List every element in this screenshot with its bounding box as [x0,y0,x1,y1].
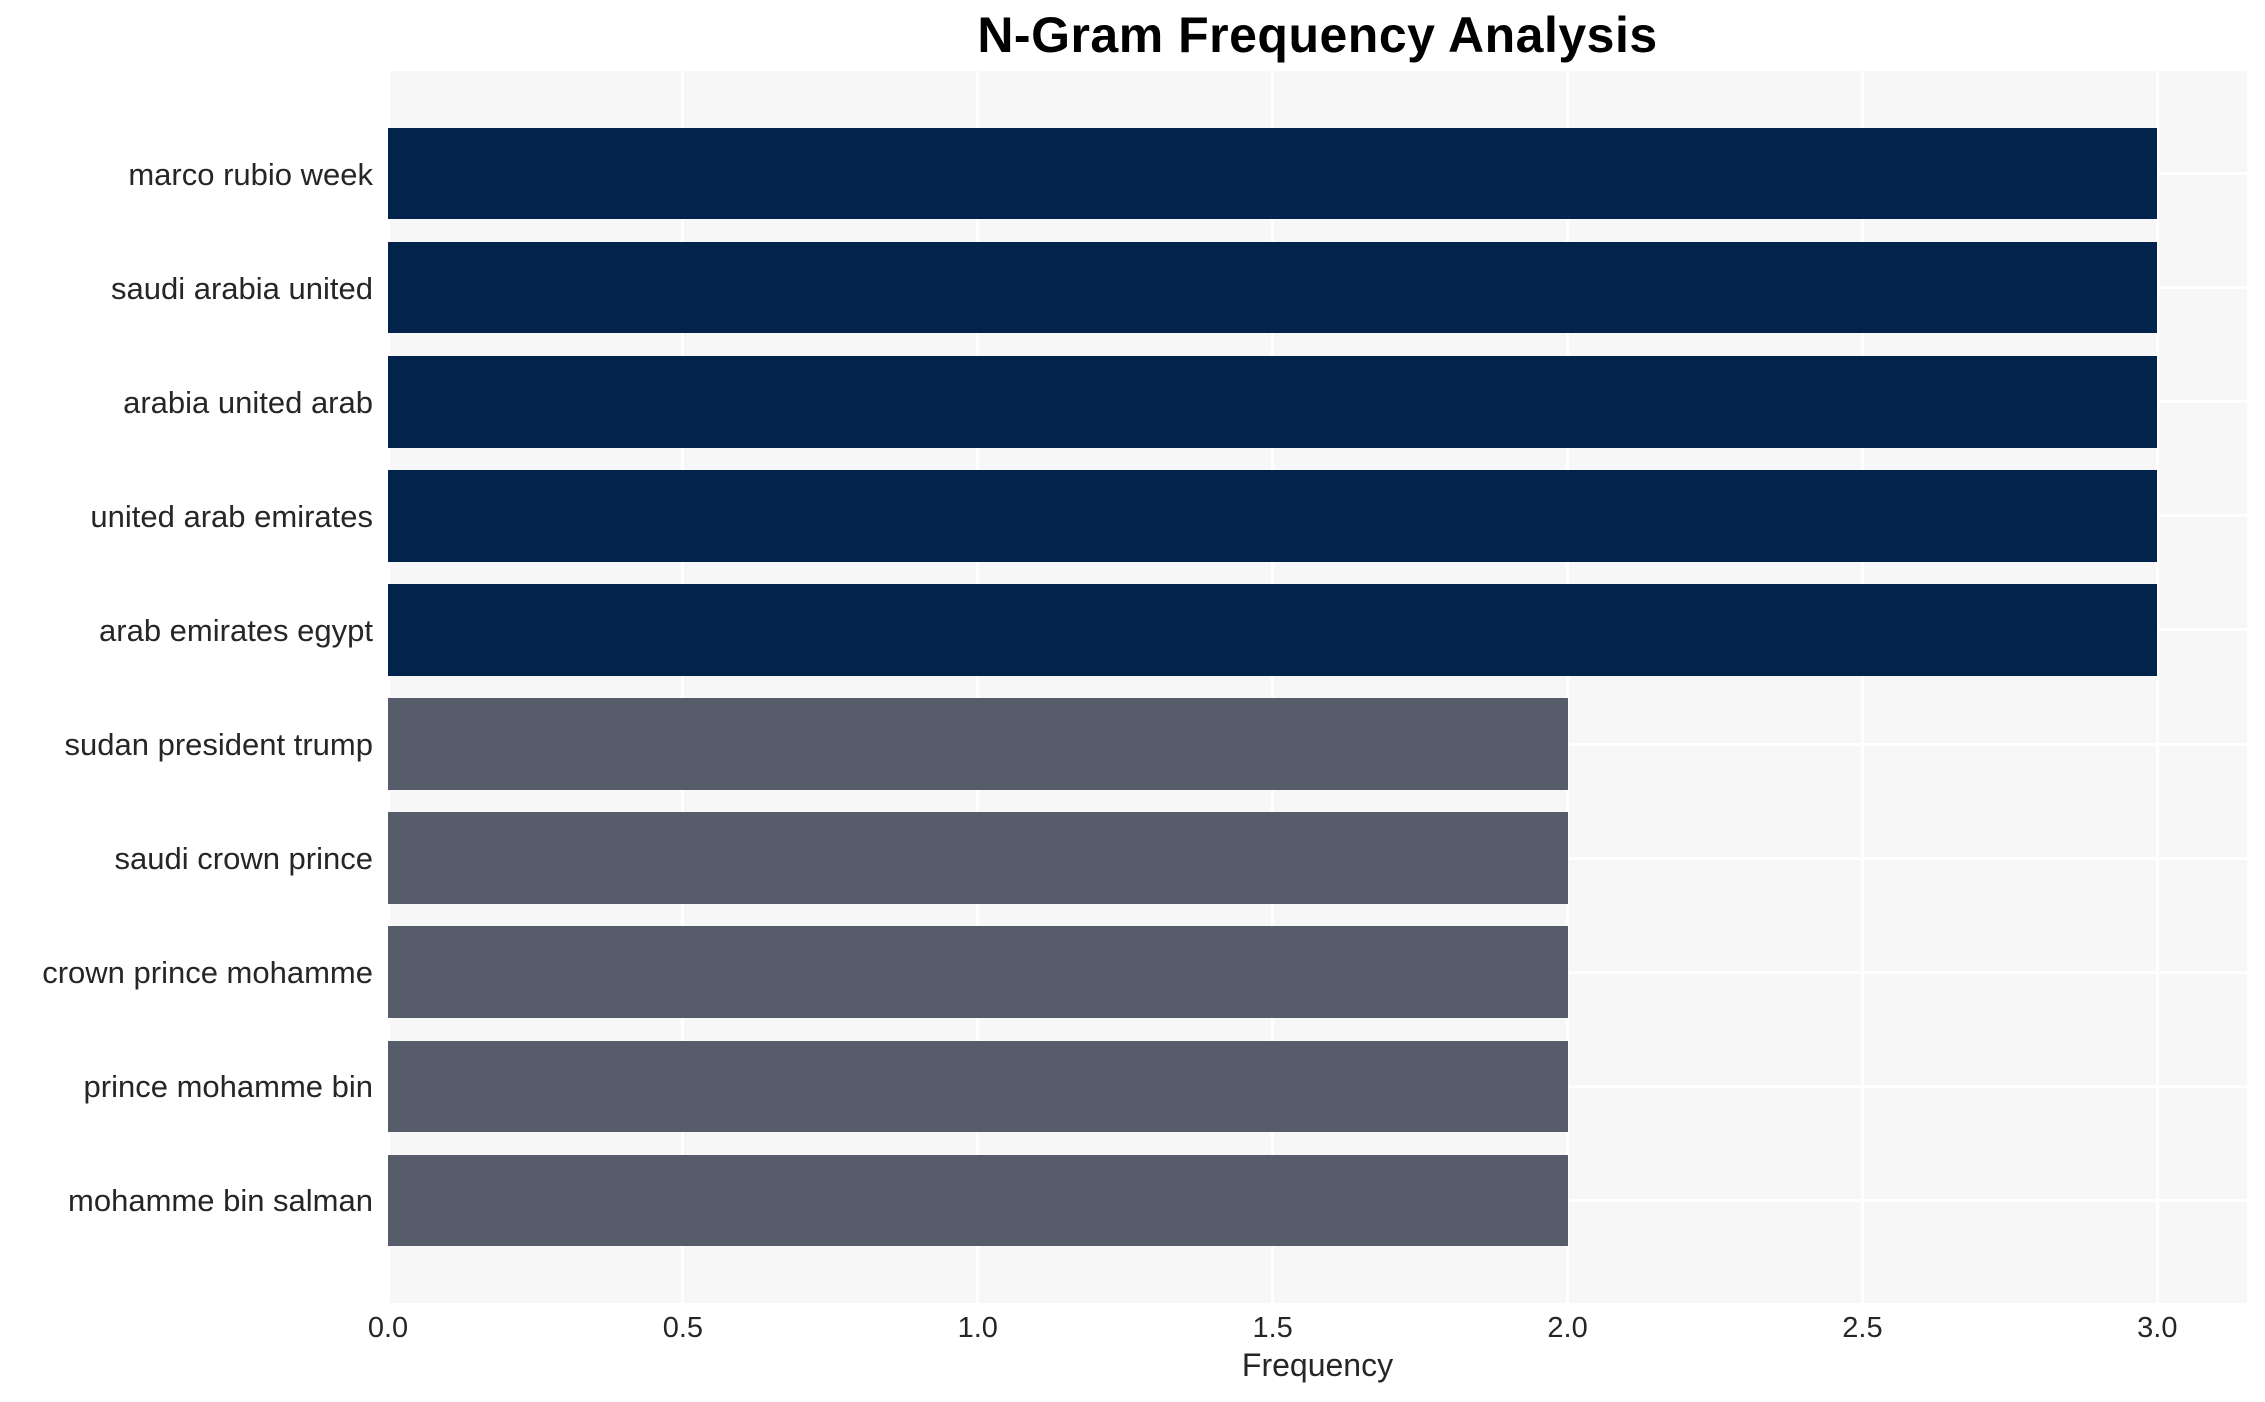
bar-prince-mohamme-bin [388,1040,1568,1132]
x-tick-label: 1.5 [1252,1312,1293,1344]
chart-title: N-Gram Frequency Analysis [977,7,1658,63]
x-tick-label: 1.0 [957,1312,998,1344]
x-tick-label: 2.0 [1547,1312,1588,1344]
x-tick-label: 0.0 [367,1312,409,1344]
y-tick-label: mohamme bin salman [68,1183,373,1219]
bar-crown-prince-mohamme [388,926,1568,1018]
gridline-vertical [2155,71,2159,1303]
x-axis-title: Frequency [1241,1347,1394,1383]
gridline-vertical [1271,71,1275,1303]
y-tick-label: sudan president trump [64,727,373,763]
bar-saudi-crown-prince [388,812,1568,904]
gridline-vertical [976,71,980,1303]
bar-united-arab-emirates [388,470,2158,562]
y-tick-label: united arab emirates [90,498,373,534]
gridline-vertical [1860,71,1864,1303]
gridline-vertical [1566,71,1570,1303]
bar-marco-rubio-week [388,128,2158,220]
bar-sudan-president-trump [388,698,1568,790]
y-tick-label: marco rubio week [128,156,373,192]
y-tick-label: prince mohamme bin [83,1069,373,1105]
gridline-vertical [386,71,390,1303]
y-tick-label: arabia united arab [123,384,373,420]
plot-area [386,71,2247,1303]
x-tick-label: 0.5 [662,1312,704,1344]
bar-mohamme-bin-salman [388,1154,1568,1246]
bar-arabia-united-arab [388,356,2158,448]
gridline-vertical [681,71,685,1303]
y-tick-label: saudi arabia united [111,270,373,306]
y-tick-label: saudi crown prince [114,841,373,877]
y-tick-label: crown prince mohamme [42,955,373,991]
bar-arab-emirates-egypt [388,584,2158,676]
y-tick-label: arab emirates egypt [99,612,373,648]
x-tick-label: 3.0 [2137,1312,2178,1344]
x-tick-label: 2.5 [1842,1312,1883,1344]
bar-saudi-arabia-united [388,242,2158,334]
